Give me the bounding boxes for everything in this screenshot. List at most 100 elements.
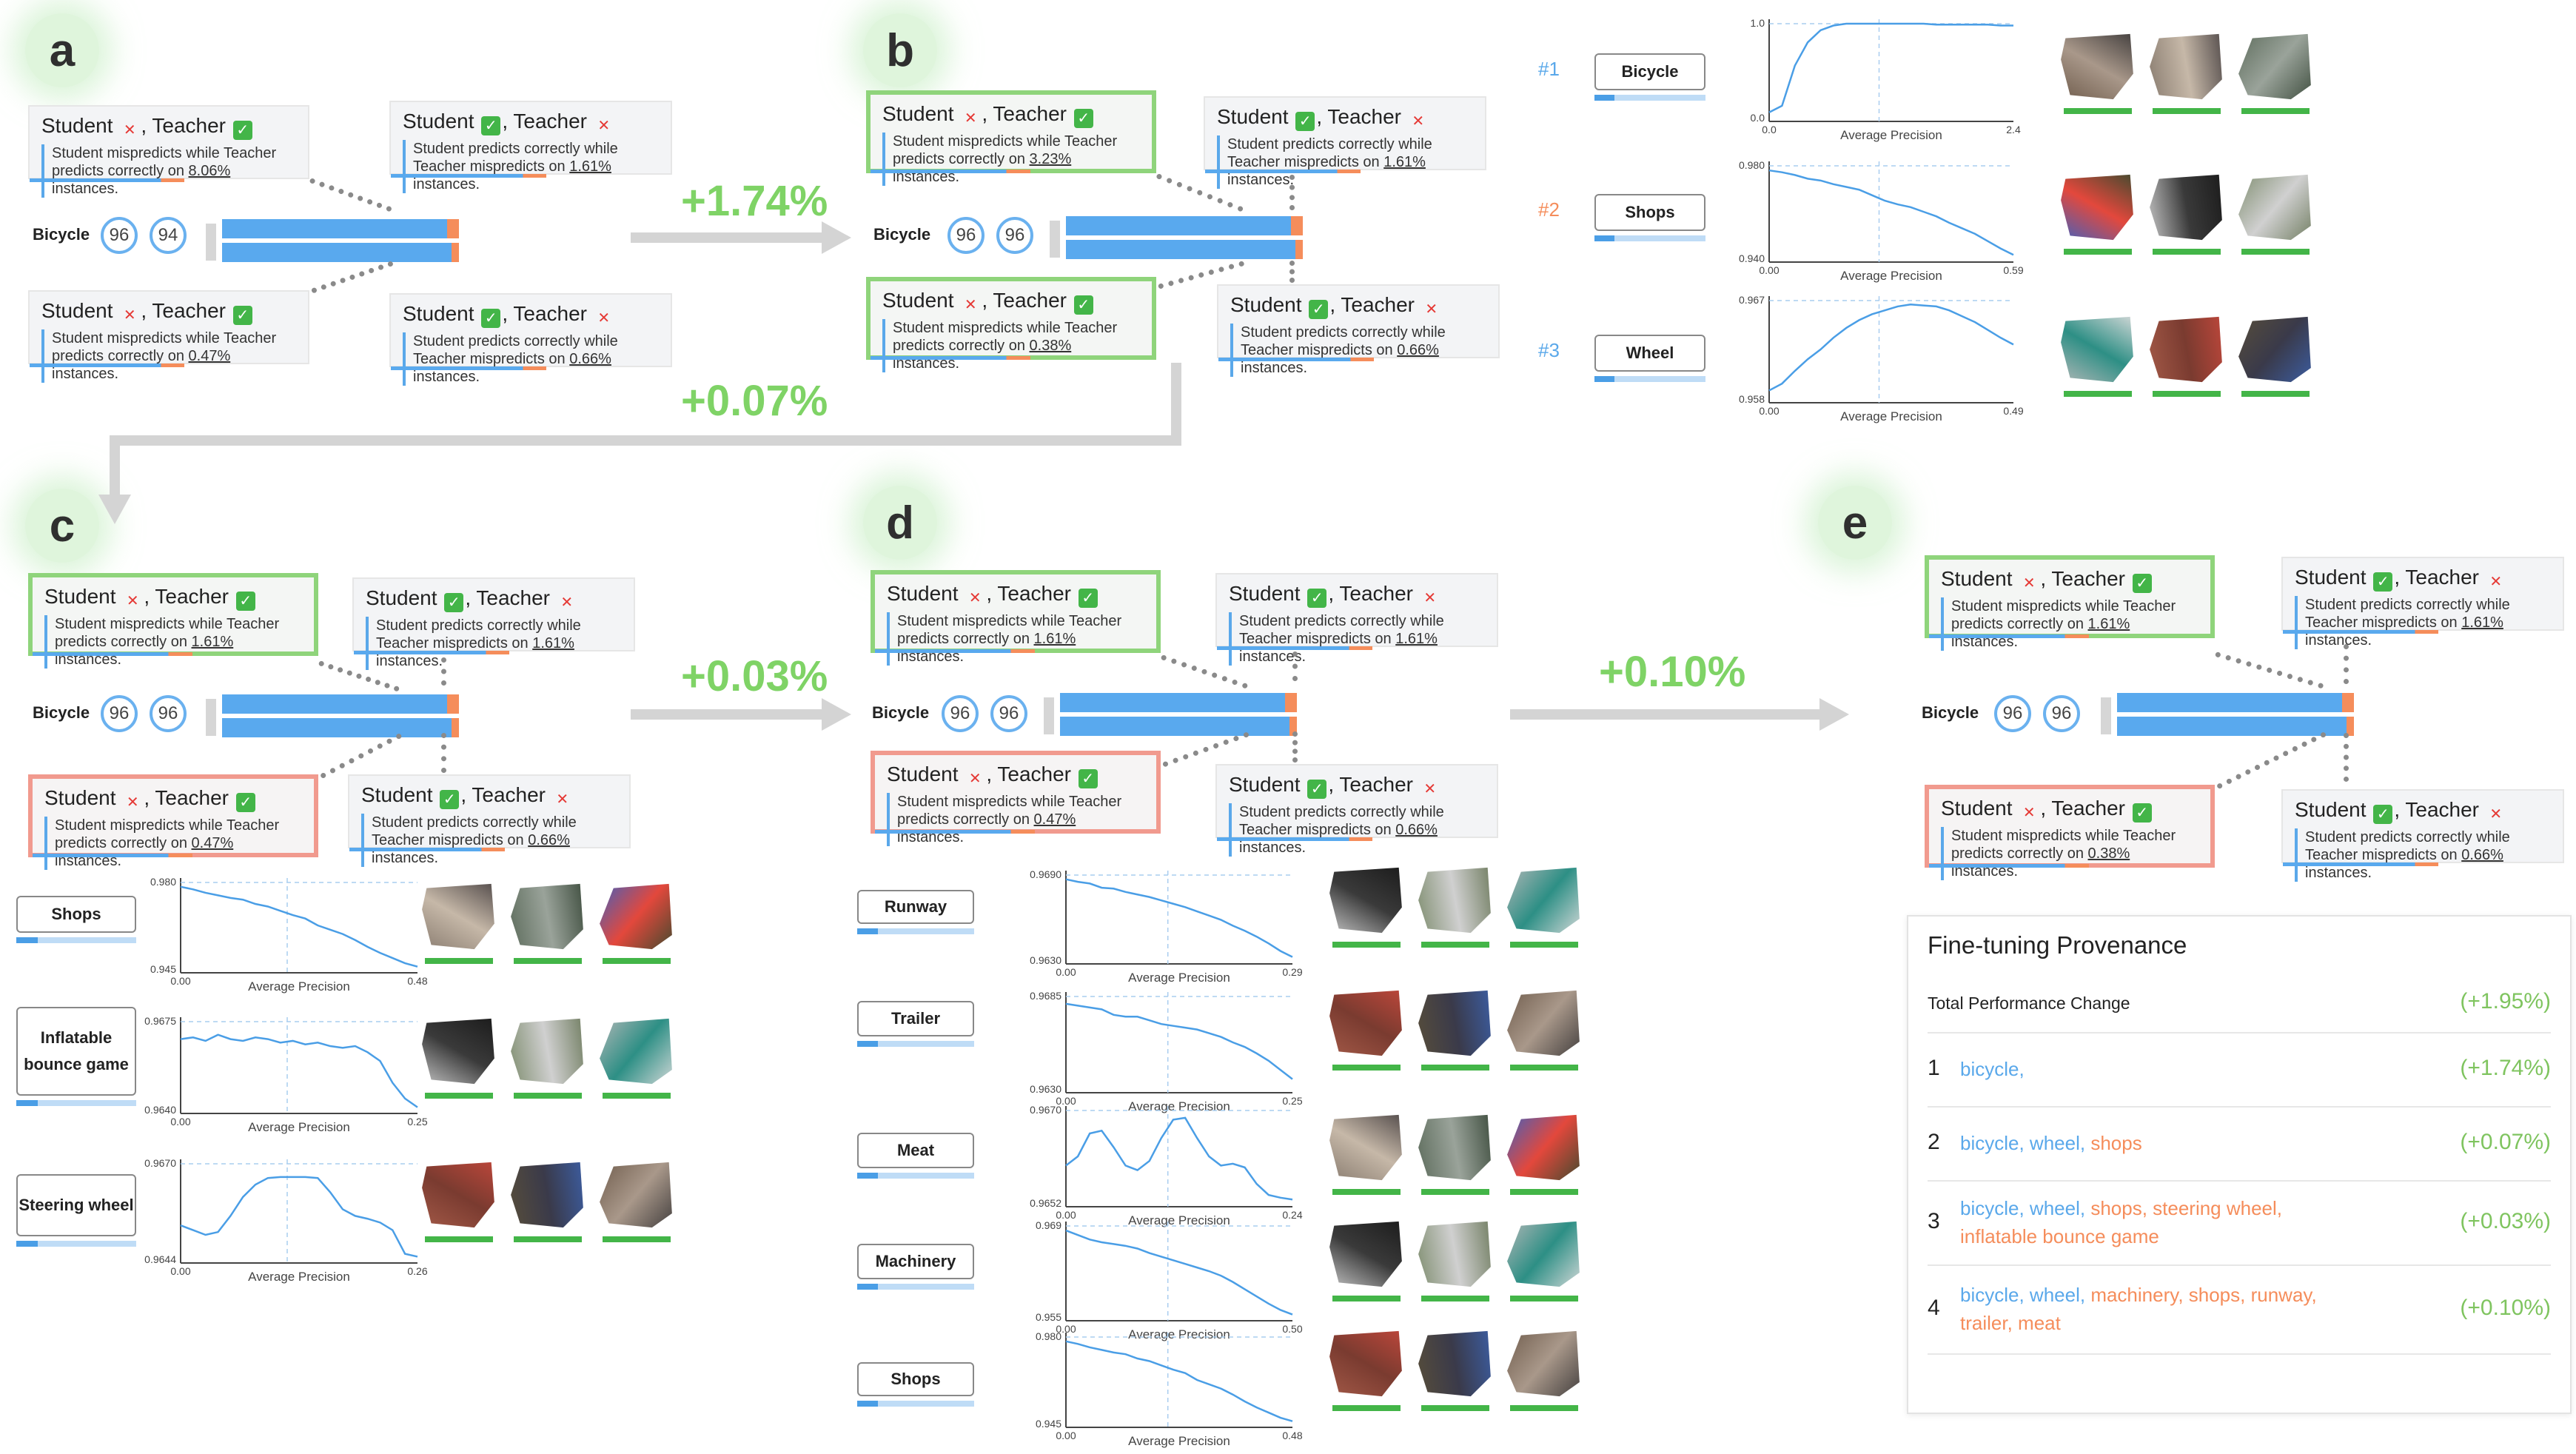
sample-image-c-2-2[interactable] — [511, 1018, 583, 1085]
sample-image-d-2-3[interactable] — [1507, 990, 1580, 1056]
sample-image-d-3-1[interactable] — [1329, 1114, 1402, 1181]
category-button-d-4[interactable]: Machinery — [857, 1244, 974, 1279]
category-button-c-3[interactable]: Steering wheel — [16, 1174, 136, 1236]
class-name: shops, — [2090, 1197, 2153, 1219]
sample-image-b-3-3[interactable] — [2238, 316, 2311, 383]
sample-correct-bar — [2064, 108, 2132, 114]
x-max-tick: 0.48 — [1282, 1430, 1302, 1441]
sample-image-d-3-2[interactable] — [1418, 1114, 1491, 1181]
class-name: bicycle, — [1960, 1132, 2030, 1154]
panel-c-vconnector-2 — [441, 733, 446, 773]
panel-a-card-1[interactable]: Student ✕ , Teacher ✓ Student mispredicts … — [28, 105, 309, 198]
sample-image-d-1-2[interactable] — [1418, 867, 1491, 934]
provenance-row-1[interactable]: 1 bicycle, (+1.74%) — [1928, 1032, 2551, 1108]
sample-image-d-2-1[interactable] — [1329, 990, 1402, 1056]
precision-line — [1768, 169, 2014, 256]
sample-image-b-1-2[interactable] — [2150, 33, 2222, 100]
category-button-d-3[interactable]: Meat — [857, 1133, 974, 1168]
panel-b-card-3[interactable]: Student ✕ , Teacher ✓ Student mispredicts … — [866, 277, 1156, 372]
y-min-tick: 0.940 — [1739, 252, 1765, 264]
sample-image-c-3-3[interactable] — [600, 1162, 672, 1228]
sample-image-b-1-1[interactable] — [2061, 33, 2133, 100]
category-bar-fill — [16, 937, 38, 943]
provenance-row-3[interactable]: 3 bicycle, wheel, shops, steering wheel, … — [1928, 1180, 2551, 1266]
card-title-teacher: , Teacher — [982, 102, 1073, 125]
provenance-row-4[interactable]: 4 bicycle, wheel, machinery, shops, runwa… — [1928, 1264, 2551, 1355]
category-bar-b-2 — [1594, 235, 1705, 241]
panel-d-card-4[interactable]: Student ✓, Teacher ✕ Student predicts cor… — [1215, 764, 1498, 857]
desc-text: Student mispredicts while Teacher predic… — [55, 616, 280, 650]
sample-image-c-2-3[interactable] — [600, 1018, 672, 1085]
panel-c-card-1[interactable]: Student ✕ , Teacher ✓ Student mispredicts … — [28, 573, 318, 669]
panel-d-card-3[interactable]: Student ✕, Teacher ✓ Student mispredicts … — [871, 751, 1161, 846]
card-title: Student ✓, Teacher ✕ — [403, 110, 659, 135]
sample-image-c-1-3[interactable] — [600, 883, 672, 950]
sample-image-d-5-3[interactable] — [1507, 1330, 1580, 1397]
card-description: Student predicts correctly while Teacher… — [366, 617, 622, 670]
sample-image-d-3-3[interactable] — [1507, 1114, 1580, 1181]
card-title-teacher: , Teacher — [1328, 582, 1419, 605]
sample-image-d-2-2[interactable] — [1418, 990, 1491, 1056]
panel-c-card-3[interactable]: Student ✕ , Teacher ✓ Student mispredicts … — [28, 774, 318, 870]
sample-image-b-2-2[interactable] — [2150, 174, 2222, 241]
panel-b-card-2[interactable]: Student ✓, Teacher ✕ Student predicts cor… — [1204, 96, 1486, 189]
sample-image-d-1-1[interactable] — [1329, 867, 1402, 934]
panel-c-card-2[interactable]: Student ✓, Teacher ✕ Student predicts cor… — [352, 577, 635, 670]
category-button-d-1[interactable]: Runway — [857, 890, 974, 924]
panel-b-card-1[interactable]: Student ✕ , Teacher ✓ Student mispredicts … — [866, 90, 1156, 186]
card-mini-bar — [1929, 864, 2089, 868]
panel-e-card-4[interactable]: Student ✓, Teacher ✕ Student predicts cor… — [2281, 789, 2564, 882]
sample-image-b-2-3[interactable] — [2238, 174, 2311, 241]
cross-icon: ✕ — [2022, 805, 2036, 821]
card-description: Student predicts correctly while Teacher… — [1229, 612, 1485, 666]
panel-a-card-4[interactable]: Student ✓, Teacher ✕ Student predicts cor… — [389, 293, 672, 386]
x-axis-label: Average Precision — [1840, 128, 1942, 142]
sample-image-d-5-2[interactable] — [1418, 1330, 1491, 1397]
desc-percent: 3.23% — [1029, 151, 1072, 167]
sample-image-c-3-2[interactable] — [511, 1162, 583, 1228]
panel-c-card-4[interactable]: Student ✓, Teacher ✕ Student predicts cor… — [348, 774, 631, 867]
panel-b-card-4[interactable]: Student ✓, Teacher ✕ Student predicts cor… — [1217, 284, 1500, 377]
sample-image-b-3-2[interactable] — [2150, 316, 2222, 383]
category-button-b-3[interactable]: Wheel — [1594, 335, 1705, 372]
category-button-b-1[interactable]: Bicycle — [1594, 53, 1705, 90]
category-button-c-1[interactable]: Shops — [16, 896, 136, 933]
x-min-tick: 0.00 — [1056, 1430, 1076, 1441]
sample-image-b-1-3[interactable] — [2238, 33, 2311, 100]
sample-correct-bar — [1332, 1189, 1401, 1195]
sample-image-d-4-2[interactable] — [1418, 1221, 1491, 1287]
sample-image-d-4-1[interactable] — [1329, 1221, 1402, 1287]
category-button-d-5[interactable]: Shops — [857, 1362, 974, 1396]
sample-image-c-1-1[interactable] — [422, 883, 494, 950]
panel-e-card-2[interactable]: Student ✓, Teacher ✕ Student predicts cor… — [2281, 557, 2564, 649]
desc-percent: 1.61% — [1383, 154, 1426, 170]
panel-a-card-3[interactable]: Student ✕ , Teacher ✓ Student mispredicts … — [28, 290, 309, 383]
sample-image-d-4-3[interactable] — [1507, 1221, 1580, 1287]
provenance-row-2[interactable]: 2 bicycle, wheel, shops (+0.07%) — [1928, 1106, 2551, 1182]
x-axis-label: Average Precision — [1128, 971, 1230, 985]
category-button-c-2[interactable]: Inflatable bounce game — [16, 1007, 136, 1096]
sample-image-b-2-1[interactable] — [2061, 174, 2133, 241]
category-bar-fill — [16, 1100, 38, 1106]
x-axis-label: Average Precision — [1840, 269, 1942, 283]
sample-image-c-2-1[interactable] — [422, 1018, 494, 1085]
cross-icon: ✕ — [1423, 781, 1437, 797]
sample-image-c-1-2[interactable] — [511, 883, 583, 950]
category-button-d-2[interactable]: Trailer — [857, 1001, 974, 1036]
card-description: Student predicts correctly while Teacher… — [1217, 135, 1473, 189]
panel-e-card-3[interactable]: Student ✕, Teacher ✓ Student mispredicts … — [1925, 785, 2215, 880]
sample-image-c-3-1[interactable] — [422, 1162, 494, 1228]
category-bar-fill — [857, 1041, 879, 1047]
panel-d-card-1[interactable]: Student ✕, Teacher ✓ Student mispredicts … — [871, 570, 1161, 666]
check-icon: ✓ — [1309, 300, 1329, 319]
panel-a-card-2[interactable]: Student ✓, Teacher ✕ Student predicts cor… — [389, 101, 672, 193]
sample-image-d-5-1[interactable] — [1329, 1330, 1402, 1397]
sample-image-d-1-3[interactable] — [1507, 867, 1580, 934]
gain-a-b: +1.74% — [681, 177, 828, 225]
panel-d-card-2[interactable]: Student ✓, Teacher ✕ Student predicts cor… — [1215, 573, 1498, 666]
panel-e-card-1[interactable]: Student ✕, Teacher ✓ Student mispredicts … — [1925, 555, 2215, 651]
category-button-b-2[interactable]: Shops — [1594, 194, 1705, 231]
sample-image-b-3-1[interactable] — [2061, 316, 2133, 383]
